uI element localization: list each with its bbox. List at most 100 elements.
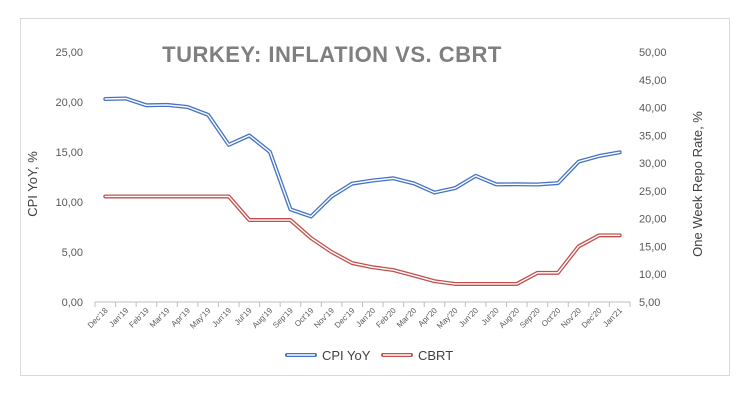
y-right-tick-label: 45,00 bbox=[639, 75, 667, 87]
data-point bbox=[535, 271, 539, 275]
x-tick-label: Nov'19 bbox=[312, 306, 336, 330]
y-right-tick-label: 15,00 bbox=[639, 241, 667, 253]
data-point bbox=[474, 174, 478, 178]
y-left-tick-label: 15,00 bbox=[55, 147, 83, 159]
y-left-tick-label: 25,00 bbox=[55, 47, 83, 59]
data-point bbox=[103, 97, 107, 101]
data-point bbox=[247, 218, 251, 222]
data-point bbox=[288, 218, 292, 222]
legend-label-cpi: CPI YoY bbox=[322, 348, 371, 363]
y-right-tick-label: 30,00 bbox=[639, 158, 667, 170]
y-right-tick-label: 10,00 bbox=[639, 269, 667, 281]
data-point bbox=[494, 182, 498, 186]
series-layer bbox=[103, 96, 622, 286]
data-point bbox=[515, 182, 519, 186]
data-point bbox=[103, 194, 107, 198]
data-point bbox=[433, 191, 437, 195]
data-point bbox=[556, 271, 560, 275]
data-point bbox=[577, 244, 581, 248]
data-point bbox=[453, 186, 457, 190]
series-line bbox=[103, 194, 622, 286]
data-point bbox=[186, 105, 190, 109]
data-point bbox=[330, 250, 334, 254]
y-left-tick-label: 0,00 bbox=[62, 297, 83, 309]
data-point bbox=[556, 181, 560, 185]
x-tick-label: Jan'21 bbox=[601, 306, 624, 329]
data-point bbox=[350, 261, 354, 265]
y-right-tick-label: 50,00 bbox=[639, 47, 667, 59]
data-point bbox=[391, 176, 395, 180]
data-point bbox=[227, 143, 231, 147]
data-point bbox=[371, 179, 375, 183]
y-axis-right-ticks: 5,00 10,00 15,00 20,00 25,00 30,00 35,00 40,00 4… bbox=[639, 47, 667, 309]
legend-item-cbrt: CBRT bbox=[381, 348, 453, 363]
y-left-tick-label: 20,00 bbox=[55, 97, 83, 109]
series-line-highlight bbox=[104, 97, 621, 218]
data-point bbox=[309, 215, 313, 219]
x-tick-label: Aug'19 bbox=[251, 306, 275, 330]
x-tick-label: Mar'20 bbox=[395, 306, 419, 330]
data-point bbox=[268, 218, 272, 222]
data-point bbox=[165, 103, 169, 107]
x-tick-label: Dec'19 bbox=[333, 306, 357, 330]
chart-title: TURKEY: INFLATION VS. CBRT bbox=[162, 42, 502, 67]
data-point bbox=[350, 182, 354, 186]
x-tick-label: Aug'20 bbox=[497, 306, 521, 330]
x-tick-label: Nov'20 bbox=[559, 306, 583, 330]
series-cpi-yoy bbox=[103, 96, 622, 219]
data-point bbox=[330, 194, 334, 198]
y-left-tick-label: 5,00 bbox=[62, 247, 83, 259]
data-point bbox=[247, 134, 251, 138]
data-point bbox=[206, 113, 210, 117]
data-point bbox=[288, 207, 292, 211]
data-point bbox=[577, 160, 581, 164]
data-point bbox=[144, 194, 148, 198]
series-line-highlight bbox=[104, 195, 621, 285]
data-point bbox=[618, 150, 622, 154]
data-point bbox=[124, 97, 128, 101]
data-point bbox=[535, 183, 539, 187]
data-point bbox=[618, 233, 622, 237]
x-axis-ticks: Dec'18Jan'19Feb'19Mar'19Apr'19May'19Jun'… bbox=[86, 306, 625, 331]
data-point bbox=[474, 282, 478, 286]
data-point bbox=[206, 194, 210, 198]
y-left-tick-label: 10,00 bbox=[55, 197, 83, 209]
legend-label-cbrt: CBRT bbox=[418, 348, 453, 363]
data-point bbox=[391, 268, 395, 272]
data-point bbox=[412, 181, 416, 185]
data-point bbox=[433, 279, 437, 283]
x-tick-label: Sep'19 bbox=[271, 306, 295, 330]
data-point bbox=[597, 154, 601, 158]
x-tick-label: Jan'19 bbox=[107, 306, 130, 329]
y-right-tick-label: 35,00 bbox=[639, 130, 667, 142]
series-cbrt bbox=[103, 194, 622, 286]
x-tick-label: Sep'20 bbox=[518, 306, 542, 330]
legend-item-cpi: CPI YoY bbox=[285, 348, 371, 363]
data-point bbox=[186, 194, 190, 198]
data-point bbox=[412, 274, 416, 278]
data-point bbox=[144, 103, 148, 107]
y-right-tick-label: 40,00 bbox=[639, 103, 667, 115]
x-tick-label: Jun'19 bbox=[210, 306, 233, 329]
x-tick-label: Dec'20 bbox=[580, 306, 604, 330]
x-tick-label: Feb'19 bbox=[127, 306, 151, 330]
y-right-tick-label: 20,00 bbox=[639, 214, 667, 226]
data-point bbox=[453, 282, 457, 286]
y-axis-left-ticks: 0,00 5,00 10,00 15,00 20,00 25,00 bbox=[55, 47, 83, 309]
x-tick-label: May'19 bbox=[188, 306, 213, 331]
y-right-tick-label: 25,00 bbox=[639, 186, 667, 198]
data-point bbox=[371, 265, 375, 269]
data-point bbox=[268, 150, 272, 154]
data-point bbox=[165, 194, 169, 198]
x-tick-label: May'20 bbox=[435, 306, 460, 331]
legend: CPI YoY CBRT bbox=[285, 348, 453, 363]
data-point bbox=[597, 233, 601, 237]
x-tick-label: Feb'20 bbox=[374, 306, 398, 330]
x-tick-label: Mar'19 bbox=[148, 306, 172, 330]
data-point bbox=[515, 282, 519, 286]
data-point bbox=[494, 282, 498, 286]
y-right-tick-label: 5,00 bbox=[639, 297, 660, 309]
x-tick-label: Jun'20 bbox=[457, 306, 480, 329]
axes bbox=[94, 301, 631, 307]
